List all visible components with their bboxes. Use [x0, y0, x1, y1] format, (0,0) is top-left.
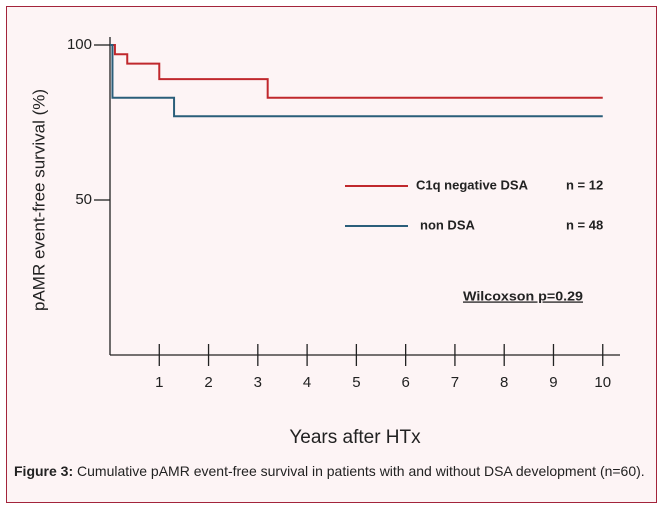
x-tick-label: 4	[303, 374, 311, 391]
figure-frame	[6, 6, 657, 503]
x-tick-label: 7	[451, 374, 459, 391]
annotation: Wilcoxson p=0.29	[463, 288, 583, 303]
survival-line	[110, 44, 603, 99]
y-axis-title: pAMR event-free survival (%)	[29, 89, 48, 311]
x-axis-title: Years after HTx	[289, 427, 421, 448]
legend-label: C1q negative DSA	[416, 177, 529, 192]
x-tick-label: 1	[155, 374, 163, 391]
legend-n: n = 12	[566, 177, 603, 192]
y-tick-label: 100	[67, 36, 92, 53]
x-tick-label: 9	[549, 374, 557, 391]
survival-line	[110, 44, 603, 118]
chart: pAMR event-free survival (%) Years after…	[29, 36, 620, 448]
x-tick-label: 10	[594, 374, 611, 391]
caption-text: Cumulative pAMR event-free survival in p…	[77, 463, 645, 479]
y-tick-label: 50	[75, 191, 92, 208]
legend-label: non DSA	[420, 217, 475, 232]
x-tick-label: 6	[401, 374, 409, 391]
x-tick-label: 5	[352, 374, 360, 391]
caption: Figure 3: Cumulative pAMR event-free sur…	[14, 462, 654, 481]
legend-n: n = 48	[566, 217, 603, 232]
x-tick-label: 3	[254, 374, 262, 391]
caption-label: Figure 3:	[14, 463, 74, 479]
x-tick-label: 2	[204, 374, 212, 391]
x-tick-label: 8	[500, 374, 508, 391]
